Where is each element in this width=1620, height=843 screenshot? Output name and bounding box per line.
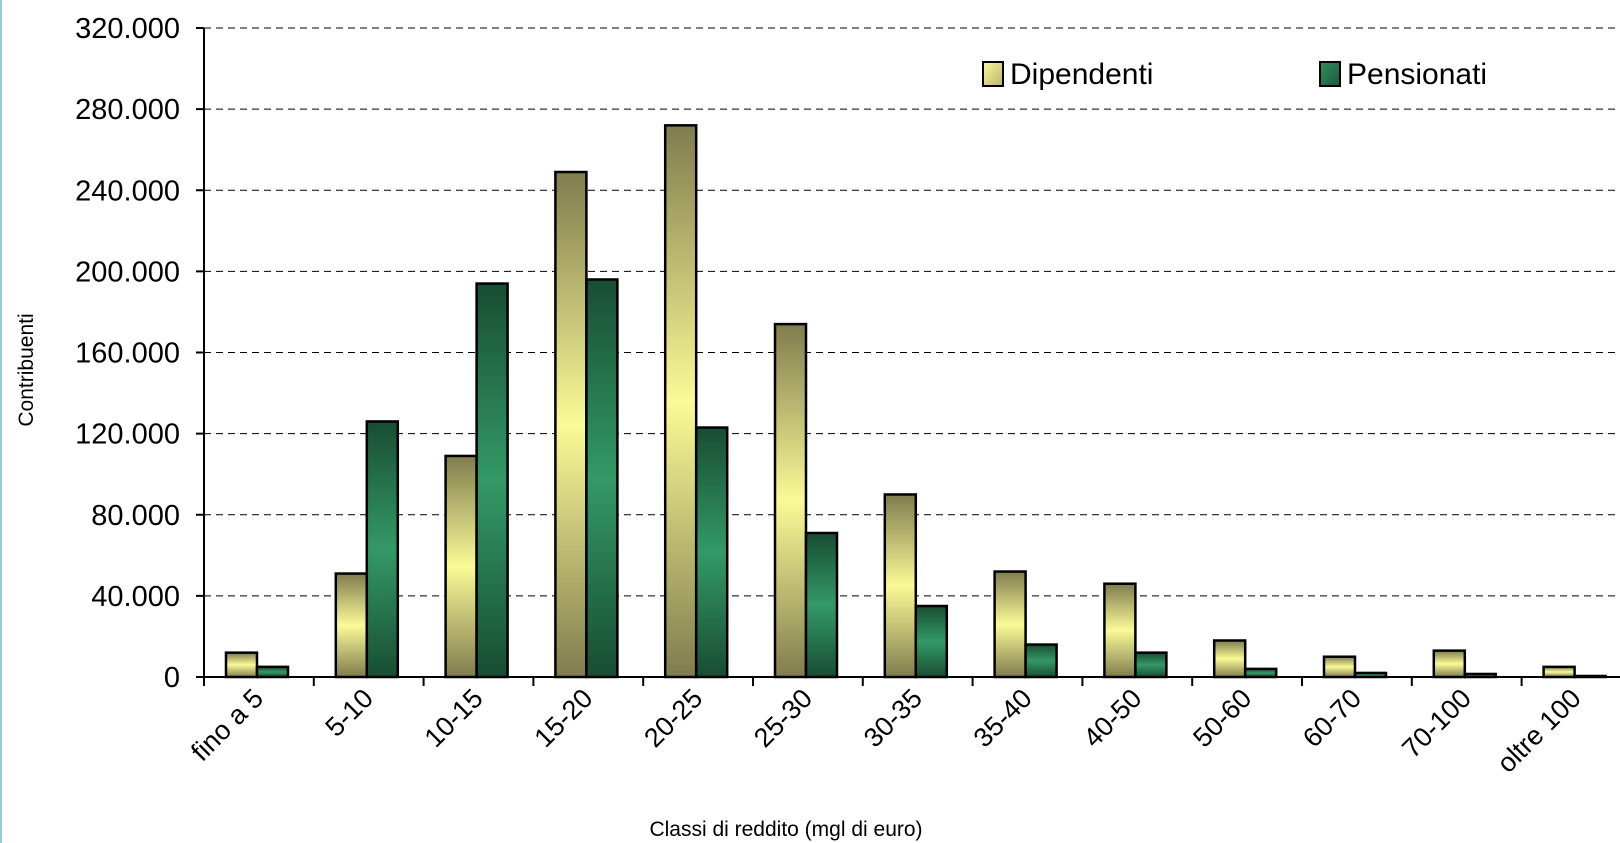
bar-dipendenti-3 bbox=[554, 170, 588, 679]
x-tick-labels: fino a 5 5-10 10-15 15-20 20-25 25-30 30-35 35-… bbox=[185, 683, 1586, 779]
x-tick-label: 40-50 bbox=[1077, 683, 1147, 753]
bar-dipendenti-10 bbox=[1322, 655, 1357, 679]
y-tick-label: 40.000 bbox=[91, 581, 180, 613]
bar-dipendenti-5 bbox=[773, 322, 808, 679]
left-border-strip bbox=[0, 0, 2, 843]
legend-item-dipendenti: Dipendenti bbox=[982, 58, 1153, 91]
x-tick-label: 60-70 bbox=[1297, 683, 1367, 753]
y-tick-label: 0 bbox=[164, 662, 180, 694]
bar-dipendenti-2 bbox=[444, 454, 478, 679]
y-axis-title: Contribuenti bbox=[15, 313, 38, 426]
bar-pensionati-0 bbox=[255, 665, 290, 679]
bar-dipendenti-8 bbox=[1103, 582, 1137, 679]
bar-dipendenti-6 bbox=[883, 493, 918, 679]
y-tick-label: 160.000 bbox=[75, 338, 180, 370]
bar-pensionati-5 bbox=[804, 531, 839, 679]
bar-pensionati-4 bbox=[694, 426, 729, 679]
bars bbox=[224, 124, 1607, 679]
x-axis-title: Classi di reddito (mgl di euro) bbox=[649, 818, 922, 841]
x-tick-label: oltre 100 bbox=[1491, 683, 1587, 779]
y-tick-label: 200.000 bbox=[75, 256, 180, 288]
bar-dipendenti-1 bbox=[334, 572, 369, 679]
y-tick-labels: 0 40.000 80.000 120.000 160.000 200.000 240.00… bbox=[75, 13, 180, 694]
legend: Dipendenti Pensionati bbox=[982, 58, 1487, 91]
bar-pensionati-6 bbox=[914, 604, 949, 679]
x-tick-label: 35-40 bbox=[968, 683, 1038, 753]
legend-label-dipendenti: Dipendenti bbox=[1010, 58, 1153, 91]
y-tick-label: 240.000 bbox=[75, 175, 180, 207]
bar-pensionati-3 bbox=[585, 278, 619, 679]
y-tick-label: 320.000 bbox=[75, 13, 180, 45]
x-tick-label: 5-10 bbox=[320, 683, 379, 742]
bar-dipendenti-7 bbox=[993, 570, 1027, 679]
bar-pensionati-1 bbox=[365, 420, 400, 679]
y-tick-label: 280.000 bbox=[75, 94, 180, 126]
legend-swatch-pensionati bbox=[1319, 61, 1341, 87]
legend-item-pensionati: Pensionati bbox=[1319, 58, 1487, 91]
bar-dipendenti-12 bbox=[1542, 665, 1576, 679]
y-tick-label: 120.000 bbox=[75, 419, 180, 451]
x-tick-label: 25-30 bbox=[748, 683, 818, 753]
y-tick-label: 80.000 bbox=[91, 500, 180, 532]
bar-pensionati-8 bbox=[1134, 651, 1168, 679]
bar-pensionati-2 bbox=[475, 282, 509, 679]
bar-pensionati-7 bbox=[1024, 643, 1058, 679]
axes bbox=[196, 27, 1620, 686]
legend-label-pensionati: Pensionati bbox=[1347, 58, 1487, 91]
x-tick-label: 30-35 bbox=[858, 683, 928, 753]
bar-dipendenti-11 bbox=[1432, 649, 1467, 679]
bar-dipendenti-9 bbox=[1212, 639, 1247, 679]
x-tick-label: 50-60 bbox=[1187, 683, 1257, 753]
x-tick-label: 10-15 bbox=[419, 683, 489, 753]
x-tick-label: fino a 5 bbox=[185, 683, 269, 767]
x-tick-label: 20-25 bbox=[638, 683, 708, 753]
legend-swatch-dipendenti bbox=[982, 61, 1004, 87]
x-tick-label: 70-100 bbox=[1396, 683, 1477, 764]
bar-dipendenti-0 bbox=[224, 651, 259, 679]
bar-pensionati-9 bbox=[1243, 667, 1278, 679]
bar-dipendenti-4 bbox=[663, 124, 698, 679]
x-tick-label: 15-20 bbox=[528, 683, 598, 753]
